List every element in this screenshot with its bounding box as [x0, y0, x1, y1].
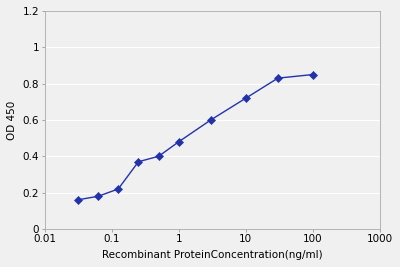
X-axis label: Recombinant ProteinConcentration(ng/ml): Recombinant ProteinConcentration(ng/ml)	[102, 250, 323, 260]
Y-axis label: OD 450: OD 450	[7, 100, 17, 140]
